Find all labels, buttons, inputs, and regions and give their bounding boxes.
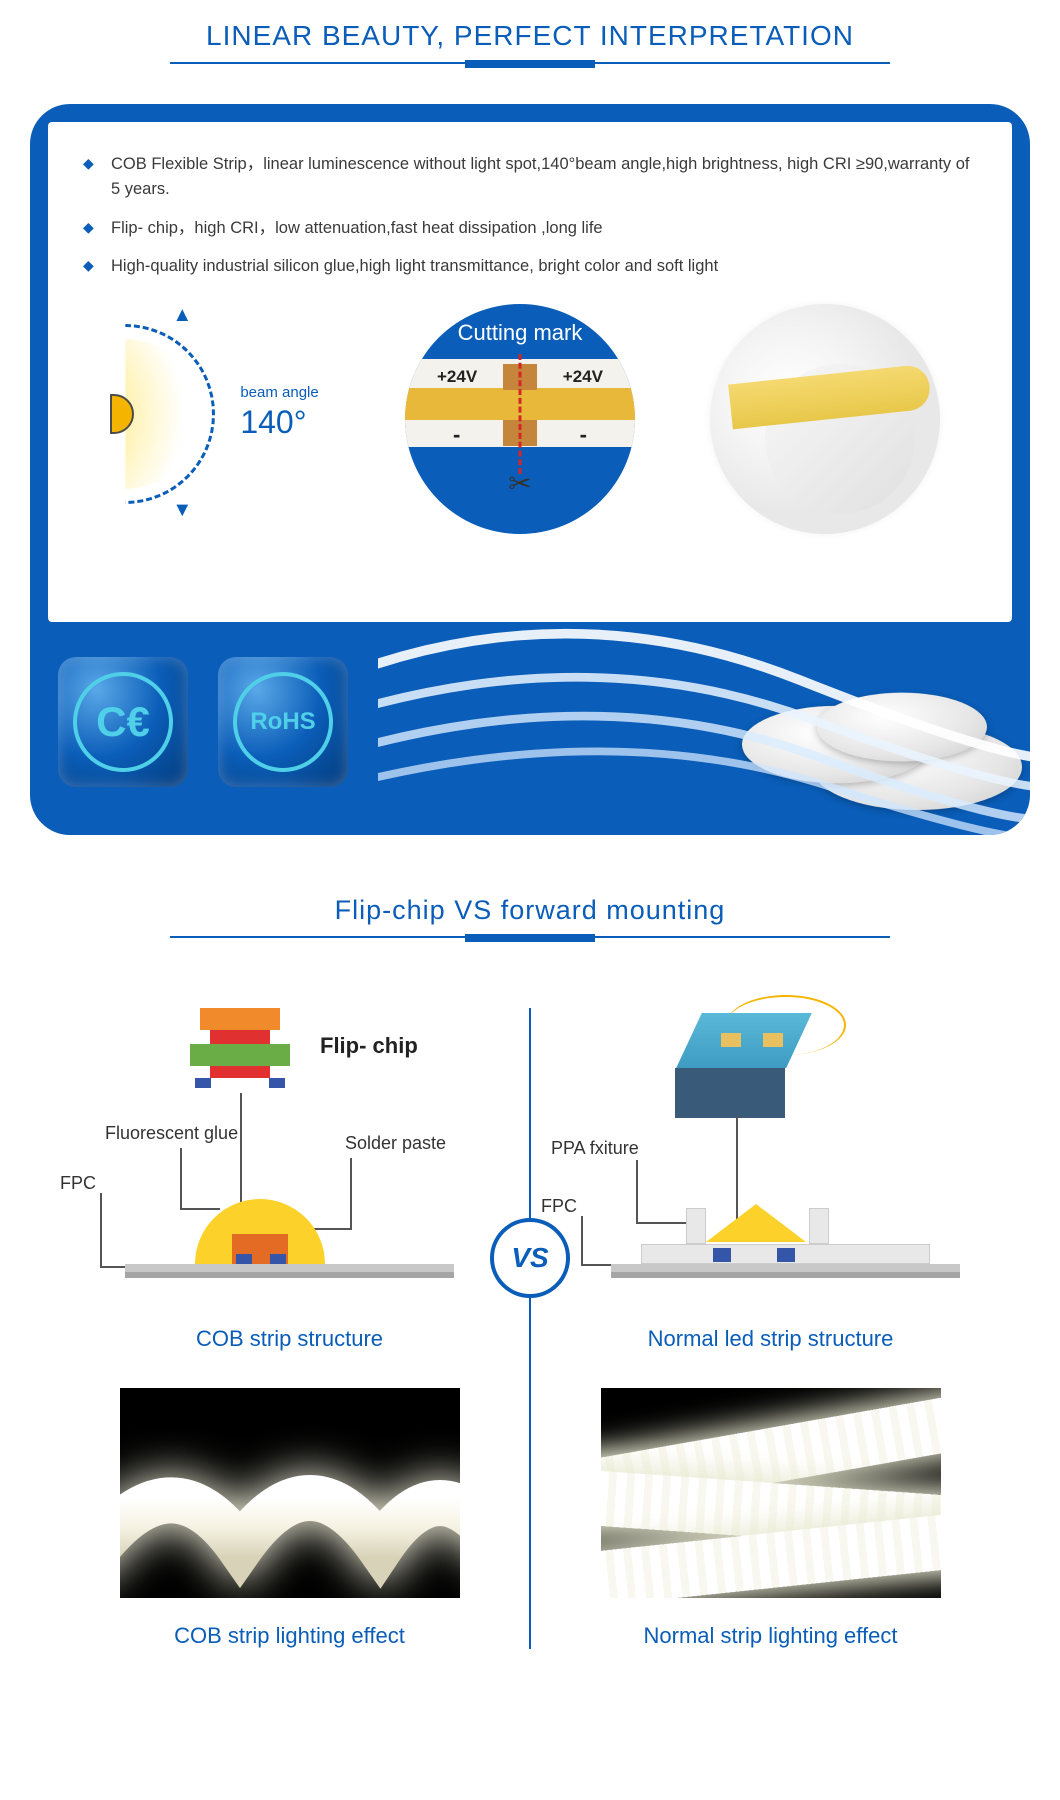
compare-section: Flip-chip VS forward mounting Flip- chip… — [0, 835, 1060, 1689]
vs-badge: VS — [490, 1218, 570, 1298]
cob-fpc-base — [125, 1264, 454, 1278]
cob-structure-diagram: Flip- chip Fluorescent glue Solder paste… — [60, 1008, 519, 1318]
normal-effect-label: Normal strip lighting effect — [644, 1623, 898, 1649]
normal-solder-foot — [713, 1248, 731, 1262]
section1-underline — [170, 62, 890, 64]
rohs-text: RoHS — [233, 672, 333, 772]
scissors-icon: ✂ — [508, 467, 531, 500]
rohs-badge: RoHS — [218, 657, 348, 787]
cables-graphic — [378, 612, 1030, 835]
flip-chip-label: Flip- chip — [320, 1033, 418, 1059]
arrow-down-icon: ▼ — [172, 499, 192, 522]
section2-underline — [170, 936, 890, 938]
cut-v24-left: +24V — [437, 367, 477, 387]
normal-ppa-wall — [686, 1208, 706, 1244]
section1-title: LINEAR BEAUTY, PERFECT INTERPRETATION — [0, 0, 1060, 62]
normal-led-emitter — [706, 1204, 806, 1242]
left-column: Flip- chip Fluorescent glue Solder paste… — [60, 1008, 519, 1649]
bullet-1: COB Flexible Strip，linear luminescence w… — [83, 152, 977, 202]
fpc-label: FPC — [60, 1173, 96, 1194]
cut-dashed-line — [518, 354, 521, 474]
normal-3d-chip — [671, 1013, 811, 1118]
cut-v24-right: +24V — [563, 367, 603, 387]
diagrams-row: ▲ ▼ beam angle 140° Cutting mark +24V +2… — [83, 304, 977, 534]
right-column: PPA fxiture FPC Normal led strip structu… — [541, 1008, 1000, 1649]
compare-grid: Flip- chip Fluorescent glue Solder paste… — [60, 1008, 1000, 1649]
cutting-title: Cutting mark — [405, 304, 635, 346]
ppa-label: PPA fxiture — [551, 1138, 639, 1159]
cut-pad — [519, 364, 537, 390]
cut-minus-left: - — [453, 422, 460, 448]
beam-label: beam angle — [240, 384, 318, 401]
cut-pad — [519, 420, 537, 446]
feature-card: COB Flexible Strip，linear luminescence w… — [30, 104, 1030, 835]
solder-label: Solder paste — [345, 1133, 446, 1154]
ce-badge: C€ — [58, 657, 188, 787]
cutting-mark-diagram: Cutting mark +24V +24V - - ✂ — [405, 304, 635, 534]
arrow-up-icon: ▲ — [172, 304, 192, 327]
bullet-3: High-quality industrial silicon glue,hig… — [83, 254, 977, 279]
normal-structure-diagram: PPA fxiture FPC — [541, 1008, 1000, 1318]
section2-title: Flip-chip VS forward mounting — [60, 875, 1000, 936]
strip-reel-photo — [710, 304, 940, 534]
flip-chip-block — [185, 1008, 295, 1088]
cut-minus-right: - — [580, 422, 587, 448]
cob-solder-foot — [236, 1254, 252, 1264]
normal-structure-label: Normal led strip structure — [648, 1326, 894, 1352]
ce-text: C€ — [73, 672, 173, 772]
cob-effect-photo — [120, 1388, 460, 1598]
cob-solder-foot — [270, 1254, 286, 1264]
normal-ppa-wall — [809, 1208, 829, 1244]
normal-fpc-base — [611, 1264, 960, 1278]
beam-angle-diagram: ▲ ▼ beam angle 140° — [120, 309, 330, 529]
vs-divider: VS — [529, 1008, 531, 1649]
bullet-2: Flip- chip，high CRI，low attenuation,fast… — [83, 216, 977, 241]
feature-card-inner: COB Flexible Strip，linear luminescence w… — [48, 122, 1012, 622]
fpc-label-right: FPC — [541, 1196, 577, 1217]
feature-bullets: COB Flexible Strip，linear luminescence w… — [83, 152, 977, 279]
cob-structure-label: COB strip structure — [196, 1326, 383, 1352]
normal-solder-foot — [777, 1248, 795, 1262]
cob-effect-label: COB strip lighting effect — [174, 1623, 405, 1649]
normal-effect-photo — [601, 1388, 941, 1598]
fluorescent-label: Fluorescent glue — [105, 1123, 238, 1144]
cert-row: C€ RoHS — [48, 622, 1012, 817]
beam-value: 140° — [240, 404, 306, 441]
